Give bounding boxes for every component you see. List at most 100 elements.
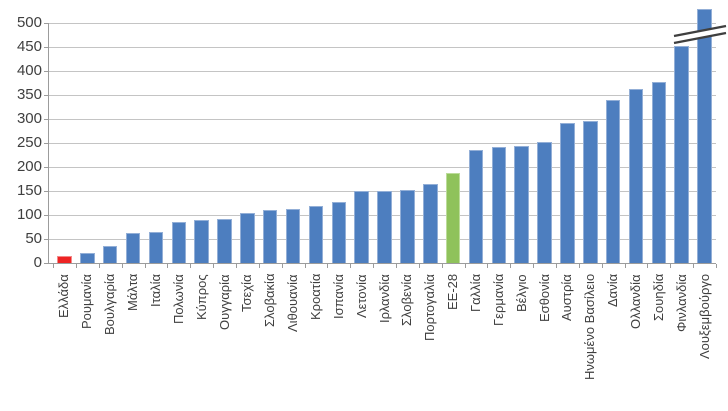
y-tick-label: 150 [16,182,42,199]
bar-member-state [423,184,438,263]
y-axis-tick [44,166,48,168]
y-tick-label: 0 [33,254,42,271]
y-gridline [48,166,716,168]
y-gridline [48,94,716,96]
x-axis-tick [327,264,329,268]
x-axis-tick [190,264,192,268]
x-tick-label: Σλοβακία [262,273,278,327]
bar-member-state [240,213,255,263]
bar-member-state [400,190,415,263]
bar-member-state [628,89,644,263]
x-tick-label: Αυστρία [559,274,575,321]
bar-member-state [171,222,187,263]
x-axis-tick [533,264,535,268]
x-axis-tick [601,264,603,268]
x-tick-label: Εσθονία [536,273,552,322]
x-axis-tick [716,264,717,268]
bar-member-state [674,46,689,263]
bar-member-state [491,147,507,263]
y-axis-tick [44,142,48,144]
y-gridline [48,70,716,72]
x-tick-label: ΕΕ-28 [445,273,461,310]
y-tick-label: 250 [16,134,42,151]
axis-break-icon [673,24,727,45]
y-tick-label: 200 [16,158,42,175]
x-axis-tick [441,264,443,268]
x-axis-tick [75,264,77,268]
x-axis-tick [487,264,489,268]
x-tick-label: Ιταλία [147,274,163,307]
bar-member-state [217,219,232,263]
x-tick-label: Λουξεμβούργο [696,273,712,359]
y-axis-tick [44,22,48,24]
x-axis-tick [373,264,375,268]
x-axis-tick [213,264,215,268]
x-axis-tick [418,264,420,268]
x-axis-tick [144,264,146,268]
x-tick-label: Ιρλανδία [376,274,392,323]
x-axis-tick [53,264,55,268]
x-axis-tick [555,264,557,268]
bar-member-state [651,82,667,263]
y-axis-tick [44,94,48,96]
bar-member-state [377,191,392,263]
x-tick-label: Πορτογαλία [422,274,438,341]
x-axis-tick [235,264,237,268]
x-axis-tick [350,264,352,268]
x-axis [44,263,716,264]
y-gridline [48,118,716,120]
x-tick-label: Ρουμανία [79,274,95,329]
x-axis-tick [395,264,397,268]
x-tick-label: Γερμανία [490,273,506,326]
y-gridline [48,142,716,144]
bar-member-state [262,210,278,263]
bar-member-state [125,233,141,263]
x-axis-tick [121,264,123,268]
x-axis-tick [98,264,100,268]
y-axis-tick [44,70,48,72]
x-tick-label: Ουγγαρία [216,274,232,330]
bar-member-state [308,206,324,263]
x-axis-tick [258,264,260,268]
x-axis-tick [167,264,169,268]
x-tick-label: Δανία [605,273,621,307]
x-tick-label: Λιθουανία [285,274,301,332]
x-tick-label: Μάλτα [125,273,141,311]
x-axis-tick [578,264,580,268]
bar-member-state [80,253,95,263]
y-axis-tick [44,118,48,120]
bar-member-state [537,142,552,263]
bar-member-state [468,150,484,263]
x-tick-label: Βουλγαρία [102,273,118,335]
bar-member-state [605,100,621,263]
x-axis-tick [693,264,695,268]
x-axis-tick [281,264,283,268]
x-tick-label: Κροατία [307,273,323,320]
bar-member-state [285,209,301,263]
y-tick-label: 350 [16,86,42,103]
bar-member-state [697,9,712,263]
x-tick-label: Ηνωμένο Βασίλειο [582,273,598,380]
y-axis-tick [44,238,48,240]
x-tick-label: Ελλάδα [56,274,72,318]
bar-member-state [514,146,529,263]
x-tick-label: Πολωνία [170,274,186,324]
bar-member-state [583,121,598,263]
y-tick-label: 100 [16,206,42,223]
y-axis-tick [44,46,48,48]
y-tick-label: 400 [16,62,42,79]
y-gridline [48,46,716,48]
x-tick-label: Κύπρος [193,274,209,320]
bar-member-state [354,191,369,263]
x-tick-label: Λετονία [353,274,369,318]
x-axis-tick [647,264,649,268]
x-tick-label: Σουηδία [650,273,666,321]
bar-greece [57,256,72,263]
x-axis-tick [624,264,626,268]
x-tick-label: Σλοβενία [399,274,415,326]
x-tick-label: Γαλλία [467,273,483,312]
y-tick-label: 500 [16,14,42,31]
y-tick-label: 300 [16,110,42,127]
bar-eu28 [445,173,461,263]
